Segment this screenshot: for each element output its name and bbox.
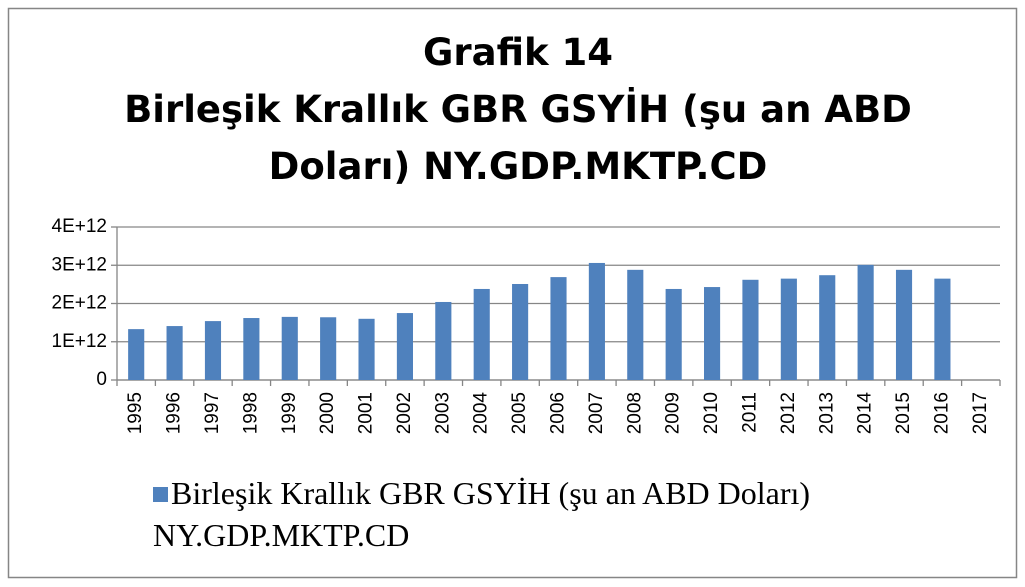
bar (550, 277, 567, 380)
legend-key (153, 487, 168, 502)
y-tick-label: 4E+12 (52, 216, 107, 237)
x-tick-label: 2011 (739, 392, 760, 433)
x-tick-label: 1995 (125, 392, 146, 434)
bar (204, 321, 222, 380)
x-tick-label: 2002 (394, 392, 415, 434)
bar (281, 316, 298, 380)
bar (742, 279, 759, 380)
x-tick-label: 2014 (855, 392, 876, 435)
bar (473, 288, 490, 380)
bar (128, 329, 145, 380)
legend: Birleşik Krallık GBR GSYİH (şu an ABD Do… (153, 472, 943, 556)
bar (396, 313, 413, 380)
x-tick-label: 2010 (701, 392, 722, 434)
y-tick-label: 1E+12 (52, 331, 107, 352)
bar (665, 288, 682, 380)
bar (704, 287, 721, 380)
x-tick-label: 2009 (663, 392, 684, 434)
x-tick-label: 1999 (279, 392, 300, 434)
x-tick-label: 1996 (164, 392, 185, 434)
x-tick-label: 1998 (240, 392, 261, 434)
x-tick-label: 2006 (548, 392, 569, 434)
bar (627, 269, 644, 380)
bar (588, 262, 605, 380)
chart-title-block: Grafik 14 Birleşik Krallık GBR GSYİH (şu… (118, 24, 918, 195)
y-tick-label: 0 (96, 369, 107, 390)
bar (512, 283, 529, 380)
chart-subtitle: Birleşik Krallık GBR GSYİH (şu an ABD Do… (124, 88, 912, 188)
x-tick-label: 2005 (509, 392, 530, 434)
x-tick-label: 2004 (471, 392, 492, 435)
y-tick-label: 3E+12 (52, 254, 107, 275)
x-tick-label: 2016 (931, 392, 952, 434)
x-tick-label: 2001 (356, 392, 377, 434)
chart-title: Grafik 14 (423, 31, 613, 74)
x-tick-label: 2017 (970, 392, 991, 434)
x-tick-label: 2007 (586, 392, 607, 434)
bar (895, 269, 913, 380)
y-tick-label: 2E+12 (52, 293, 107, 314)
x-tick-label: 2015 (893, 392, 914, 434)
bar (819, 275, 836, 380)
bar (243, 318, 260, 380)
legend-label: Birleşik Krallık GBR GSYİH (şu an ABD Do… (153, 475, 811, 553)
x-tick-label: 2008 (624, 392, 645, 434)
x-tick-label: 2013 (816, 392, 837, 434)
bar (857, 264, 874, 380)
bar (435, 301, 452, 380)
bar (934, 278, 951, 380)
x-tick-label: 1997 (202, 392, 223, 434)
x-tick-label: 2003 (432, 392, 453, 434)
x-tick-label: 2012 (778, 392, 799, 434)
bar (358, 318, 375, 380)
bar (166, 326, 183, 380)
x-tick-label: 2000 (317, 392, 338, 434)
bar (780, 278, 797, 380)
bar (320, 317, 337, 380)
